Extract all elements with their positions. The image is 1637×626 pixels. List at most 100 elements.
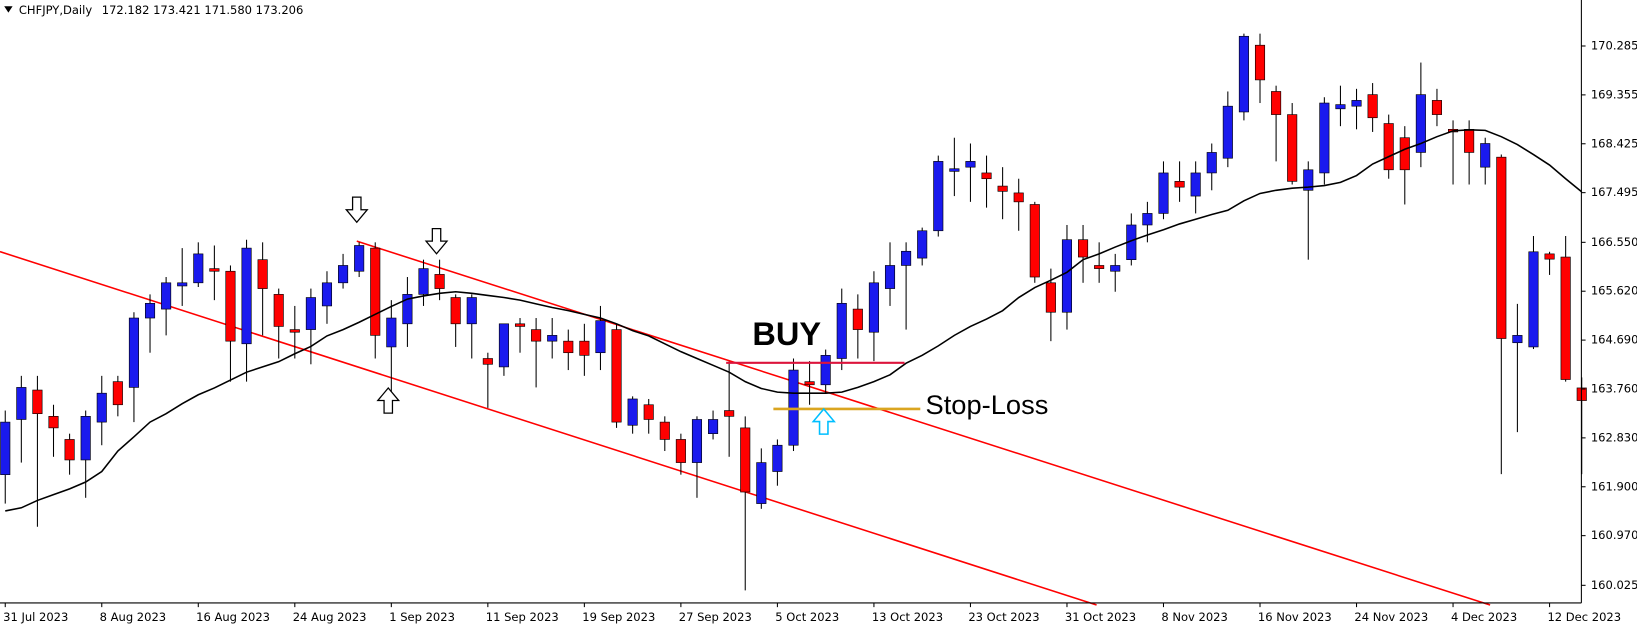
candle-body (1528, 251, 1539, 348)
candle-body (1190, 172, 1201, 197)
chart-title: CHFJPY,Daily (19, 3, 92, 17)
candle-body (643, 404, 654, 420)
y-tick-label: 164.690 (1591, 333, 1637, 347)
candle-body (402, 294, 413, 325)
candle-body (836, 302, 847, 359)
candle-body (547, 335, 558, 342)
x-tick-label: 13 Oct 2023 (872, 610, 943, 624)
candle-body (241, 247, 252, 345)
candle-body (1158, 172, 1169, 214)
up-arrow (376, 386, 401, 414)
candle-body (1367, 94, 1378, 119)
candle-body (1206, 152, 1217, 174)
candle-body (434, 274, 445, 289)
candle-body (1383, 123, 1394, 171)
candle-body (949, 168, 960, 172)
y-tick-label: 161.900 (1591, 479, 1637, 493)
candle-body (1013, 192, 1024, 203)
candle-body (1078, 239, 1089, 258)
candle-body (1512, 335, 1523, 344)
candle-body (112, 381, 123, 406)
x-tick-label: 12 Dec 2023 (1547, 610, 1621, 624)
candle-body (724, 410, 735, 417)
candle-body (386, 317, 397, 348)
candle-body (1271, 91, 1282, 115)
candle-body (450, 297, 461, 325)
candle-body (852, 308, 863, 330)
x-tick-label: 8 Aug 2023 (100, 610, 166, 624)
y-tick-label: 162.830 (1591, 430, 1637, 444)
candle-body (804, 381, 815, 386)
candle-body (498, 323, 509, 368)
up-arrow (811, 407, 836, 435)
candle-body (193, 253, 204, 284)
candle-body (659, 421, 670, 440)
candle-body (209, 268, 220, 272)
candle-body (531, 329, 542, 342)
y-tick-label: 165.620 (1591, 284, 1637, 298)
candle-body (981, 172, 992, 180)
candle-body (338, 265, 349, 284)
candle-body (1254, 44, 1266, 81)
candle-body (514, 323, 526, 327)
candle-body (177, 282, 188, 287)
candle-body (1303, 169, 1314, 191)
candle-body (1335, 104, 1346, 110)
candle-body (0, 421, 11, 475)
x-tick-label: 4 Dec 2023 (1451, 610, 1517, 624)
candle-body (740, 427, 751, 493)
candle-body (933, 161, 944, 232)
candle-body (1560, 256, 1571, 380)
candle-body (305, 297, 316, 330)
candle-body (1142, 213, 1153, 226)
channel-upper (356, 240, 1491, 606)
candle-body (48, 416, 59, 429)
candle-body (1029, 204, 1040, 278)
candle-body (289, 329, 300, 333)
x-tick-label: 24 Nov 2023 (1354, 610, 1428, 624)
candle-body (997, 185, 1008, 192)
candle-body (370, 247, 381, 336)
candle-body (1351, 100, 1362, 107)
candle-body (225, 270, 236, 342)
candle-body (627, 398, 638, 426)
x-tick-label: 24 Aug 2023 (293, 610, 367, 624)
x-tick-label: 23 Oct 2023 (968, 610, 1039, 624)
candle-body (772, 444, 783, 472)
candle-body (321, 282, 333, 307)
candle-body (96, 392, 107, 423)
x-tick-label: 19 Sep 2023 (582, 610, 655, 624)
y-tick-label: 170.285 (1591, 38, 1637, 52)
candle-body (1110, 265, 1121, 272)
moving-average (5, 129, 1583, 512)
candle-body (1464, 128, 1475, 153)
candle-body (595, 320, 606, 354)
channel-lower (0, 250, 1097, 606)
stop-loss-label: Stop-Loss (926, 389, 1049, 420)
candle-body (418, 268, 429, 295)
candle-body (64, 439, 75, 461)
x-tick-label: 31 Oct 2023 (1065, 610, 1136, 624)
candle-body (1480, 143, 1491, 168)
candle-body (1415, 94, 1426, 153)
candle-body (1174, 181, 1185, 188)
candle-body (273, 294, 284, 327)
candle-body (1496, 156, 1507, 339)
candle-body (1287, 114, 1298, 182)
candle-body (466, 297, 477, 325)
candle-body (144, 302, 156, 319)
y-tick-label: 160.025 (1591, 578, 1637, 592)
x-tick-label: 16 Nov 2023 (1258, 610, 1332, 624)
candle-body (884, 265, 896, 289)
candle-body (611, 329, 622, 423)
candle-body (16, 387, 27, 420)
candle-body (756, 462, 767, 504)
candle-body (965, 161, 976, 168)
header-marker (4, 6, 13, 13)
candle-body (1319, 102, 1330, 174)
candle-body (1399, 137, 1410, 171)
down-arrow (344, 196, 369, 224)
